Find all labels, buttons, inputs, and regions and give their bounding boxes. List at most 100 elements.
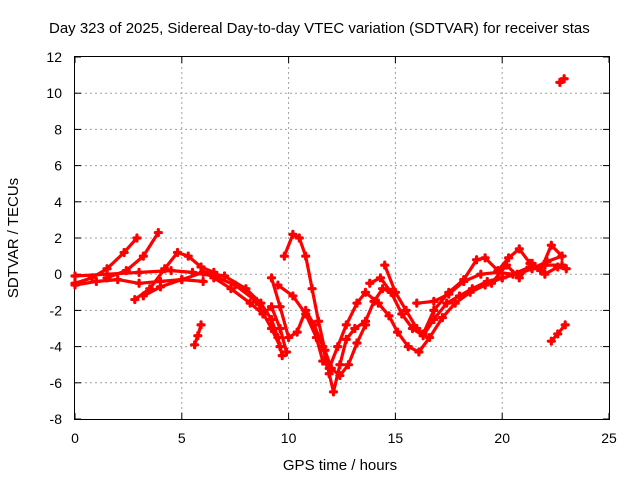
- grid-lines: [75, 57, 609, 419]
- data-point: [198, 267, 208, 277]
- data-point: [335, 360, 345, 370]
- y-tick-label: -2: [50, 302, 63, 318]
- data-point: [418, 329, 428, 339]
- data-point: [397, 309, 407, 319]
- chart-title: Day 323 of 2025, Sidereal Day-to-day VTE…: [49, 20, 590, 37]
- data-point: [352, 298, 362, 308]
- data-point: [424, 332, 435, 343]
- data-point: [190, 340, 200, 350]
- plot-frame: [74, 56, 610, 420]
- series-track-10: [266, 273, 396, 397]
- y-tick-label: -6: [50, 375, 63, 391]
- data-point: [343, 360, 354, 370]
- data-point: [480, 253, 490, 263]
- data-point: [241, 284, 251, 294]
- data-point: [555, 77, 565, 87]
- data-point: [155, 282, 166, 292]
- data-point: [292, 327, 302, 337]
- x-tick-label: 0: [71, 430, 79, 446]
- data-point: [102, 269, 112, 279]
- axis-ticks: 0 5 10 15 20 25 -8 -6 -4 -2 0 2 4 6 8 10 12: [46, 49, 617, 446]
- data-point: [275, 323, 285, 334]
- data-point: [553, 329, 563, 339]
- data-point: [553, 262, 563, 272]
- data-point: [301, 251, 311, 261]
- data-point: [258, 309, 268, 319]
- data-point: [497, 273, 507, 283]
- y-axis-title: SDTVAR / TECUs: [5, 178, 22, 298]
- data-point: [313, 316, 324, 326]
- data-point: [341, 334, 351, 344]
- series-track-8: [209, 273, 292, 357]
- data-point: [360, 316, 371, 326]
- series-track-9: [279, 229, 371, 381]
- data-point: [514, 244, 524, 254]
- data-point: [414, 347, 424, 357]
- data-point: [412, 298, 422, 308]
- data-point: [476, 269, 486, 279]
- data-point: [412, 323, 422, 334]
- data-point: [504, 253, 514, 263]
- data-point: [273, 280, 283, 290]
- data-point: [145, 284, 155, 294]
- data-point: [350, 323, 360, 334]
- data-point: [328, 387, 339, 397]
- data-point: [209, 273, 219, 283]
- data-point: [256, 298, 266, 308]
- data-point: [301, 309, 311, 319]
- data-point: [275, 302, 285, 312]
- series-track-17: [555, 74, 569, 87]
- data-point: [429, 305, 439, 315]
- x-tick-label: 15: [388, 430, 404, 446]
- data-point: [318, 342, 328, 352]
- y-tick-label: 8: [54, 121, 62, 137]
- data-point: [193, 331, 203, 341]
- data-point: [341, 320, 351, 330]
- data-point: [91, 276, 101, 287]
- data-point: [281, 347, 292, 357]
- data-point: [373, 298, 383, 308]
- data-point: [450, 298, 460, 308]
- y-tick-label: 12: [46, 49, 62, 65]
- data-point: [70, 280, 80, 290]
- x-tick-label: 5: [178, 430, 186, 446]
- data-point: [183, 251, 193, 261]
- data-point: [540, 260, 550, 270]
- data-series: [70, 74, 571, 397]
- data-point: [324, 363, 334, 373]
- data-point: [486, 278, 497, 288]
- y-tick-label: 6: [54, 158, 62, 174]
- x-axis-title: GPS time / hours: [283, 457, 397, 474]
- data-point: [219, 271, 230, 281]
- data-point: [266, 302, 277, 312]
- data-point: [559, 74, 569, 84]
- data-point: [546, 336, 556, 346]
- series-line: [141, 270, 284, 358]
- y-tick-label: 0: [54, 266, 62, 282]
- y-tick-label: -8: [50, 411, 63, 427]
- data-point: [384, 311, 394, 321]
- data-point: [392, 327, 403, 337]
- data-point: [365, 278, 375, 288]
- data-point: [172, 247, 183, 258]
- x-tick-label: 20: [494, 430, 510, 446]
- data-point: [403, 342, 413, 352]
- data-point: [288, 291, 298, 301]
- data-point: [273, 332, 283, 343]
- data-point: [130, 294, 140, 305]
- data-point: [527, 258, 537, 268]
- data-point: [288, 229, 298, 239]
- data-point: [429, 314, 439, 325]
- data-point: [380, 260, 390, 270]
- series-track-7: [190, 320, 206, 350]
- x-tick-label: 10: [281, 430, 297, 446]
- data-point: [401, 305, 411, 315]
- data-point: [557, 251, 567, 261]
- series-track-3: [130, 247, 219, 305]
- data-point: [307, 284, 317, 294]
- data-point: [459, 276, 469, 287]
- data-point: [134, 278, 144, 288]
- data-point: [546, 240, 556, 250]
- y-tick-label: 4: [54, 194, 62, 210]
